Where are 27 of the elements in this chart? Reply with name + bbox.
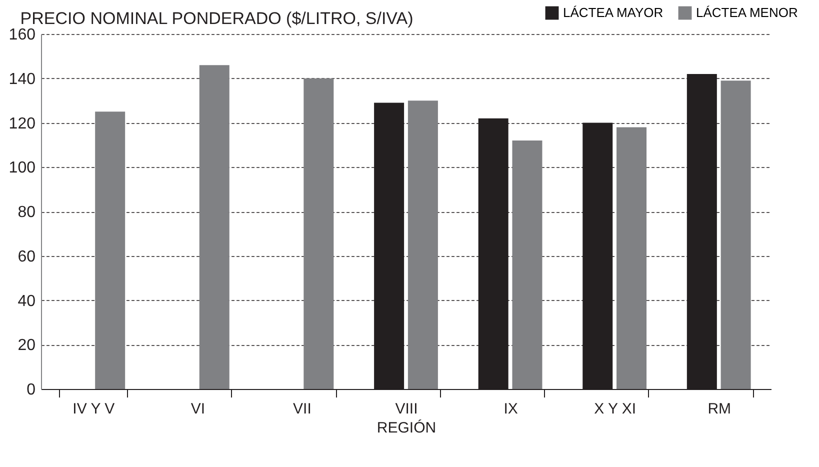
bar bbox=[199, 65, 230, 389]
x-axis-title: REGIÓN bbox=[376, 418, 436, 436]
y-tick-label: 20 bbox=[18, 337, 36, 354]
chart-title: PRECIO NOMINAL PONDERADO ($/LITRO, S/IVA) bbox=[20, 9, 414, 28]
x-tick-label: IX bbox=[504, 400, 518, 418]
legend-label: LÁCTEA MAYOR bbox=[563, 5, 664, 20]
x-tick-label: VI bbox=[190, 400, 206, 418]
y-tick-label: 120 bbox=[8, 115, 36, 132]
bar bbox=[616, 127, 647, 389]
y-tick-label: 160 bbox=[8, 26, 36, 44]
x-tick-label: IV Y V bbox=[72, 400, 115, 418]
bar bbox=[304, 78, 334, 389]
bar bbox=[95, 112, 126, 389]
y-tick-label: 40 bbox=[18, 292, 36, 310]
x-tick-label: RM bbox=[708, 400, 732, 418]
y-tick-label: 140 bbox=[8, 70, 36, 88]
x-tick-label: VII bbox=[293, 400, 312, 418]
legend-label: LÁCTEA MENOR bbox=[696, 5, 798, 20]
y-tick-label: 0 bbox=[26, 382, 36, 398]
y-tick-label: 60 bbox=[18, 248, 36, 266]
y-tick-label: 80 bbox=[18, 204, 36, 221]
bar bbox=[720, 80, 751, 389]
x-tick-label: VIII bbox=[395, 400, 418, 418]
bar bbox=[512, 140, 542, 389]
x-tick-label: X Y XI bbox=[594, 400, 636, 418]
y-tick-label: 100 bbox=[8, 160, 36, 177]
bar bbox=[408, 100, 438, 389]
